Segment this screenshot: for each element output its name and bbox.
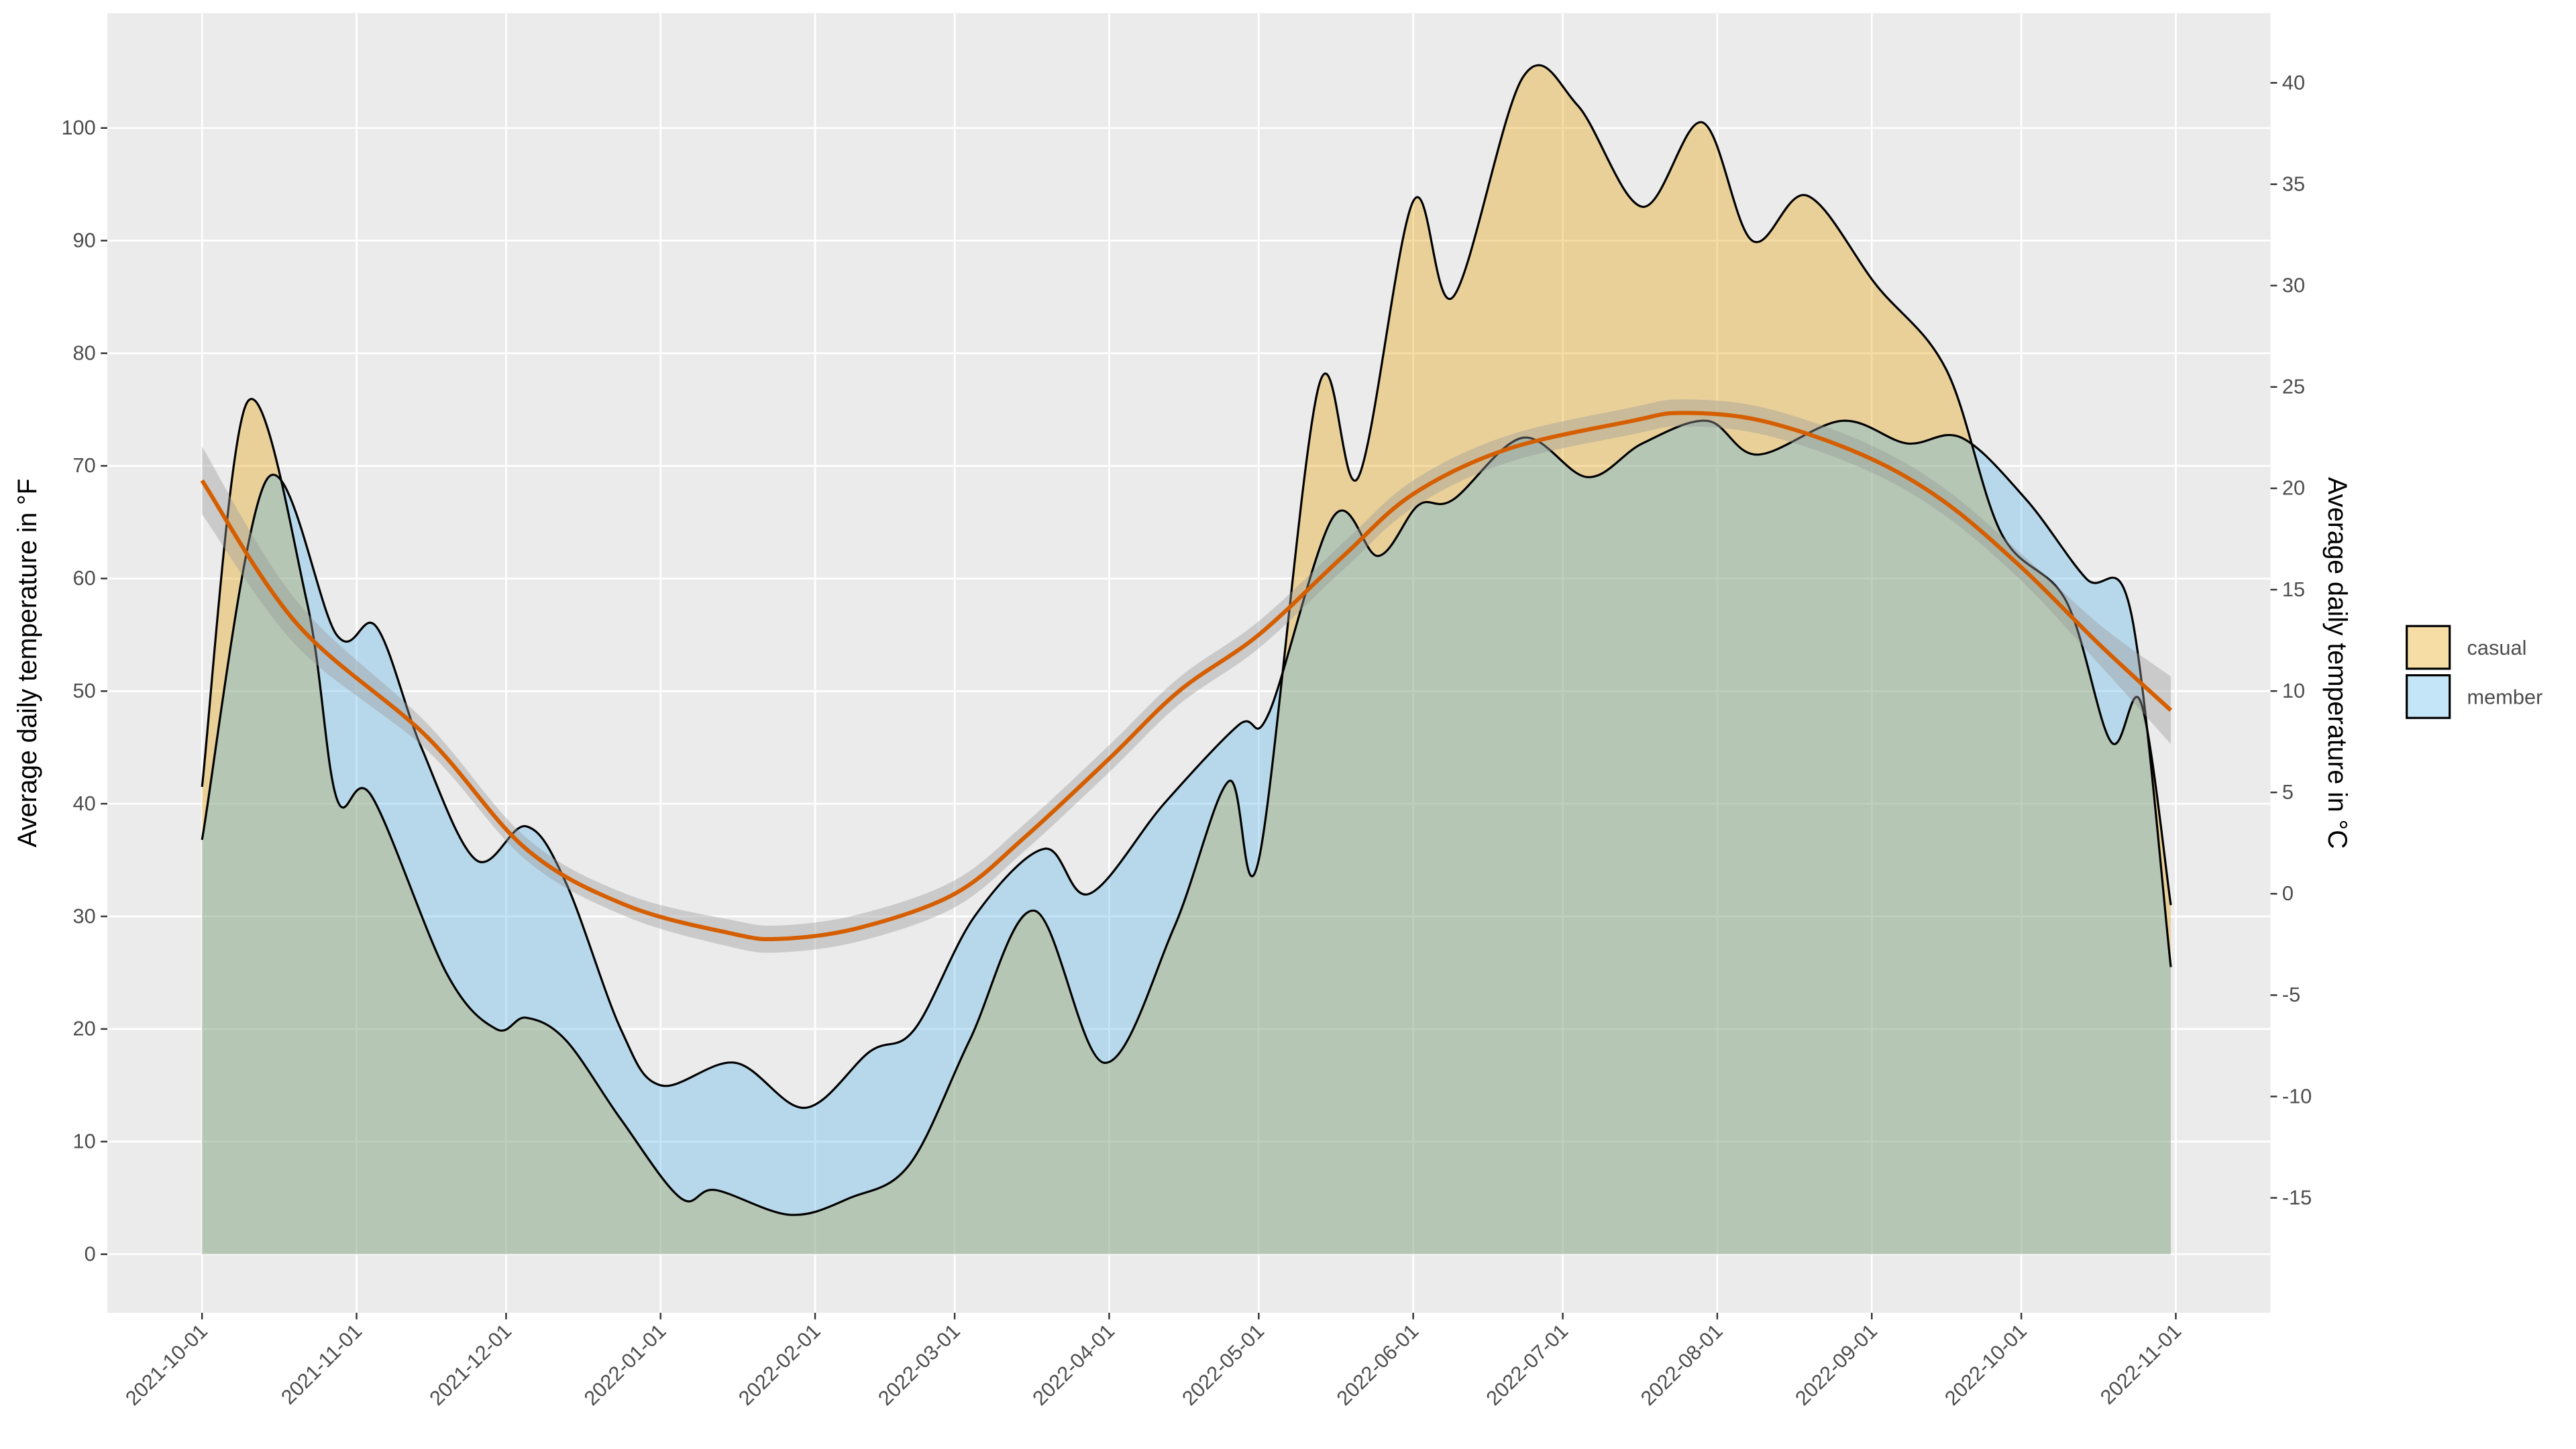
x-tick-label: 2022-02-01 bbox=[735, 1320, 825, 1410]
area-outline bbox=[201, 64, 2172, 1216]
x-tick-label: 2022-05-01 bbox=[1178, 1320, 1269, 1410]
x-tick-label: 2021-11-01 bbox=[277, 1320, 367, 1409]
legend-label: member bbox=[2467, 686, 2543, 709]
confidence-band bbox=[202, 399, 2171, 953]
legend-label: casual bbox=[2467, 637, 2527, 659]
x-tick-label: 2022-08-01 bbox=[1636, 1320, 1727, 1410]
x-tick-label: 2022-06-01 bbox=[1332, 1320, 1423, 1410]
x-tick-label: 2022-10-01 bbox=[1941, 1320, 2031, 1410]
x-tick-label: 2022-09-01 bbox=[1791, 1320, 1882, 1410]
x-tick-label: 2022-01-01 bbox=[580, 1320, 670, 1410]
grid bbox=[107, 13, 2271, 1313]
panel bbox=[107, 13, 2271, 1313]
y2-tick-label: 25 bbox=[2282, 376, 2305, 398]
y2-tick-label: 15 bbox=[2282, 578, 2305, 601]
y2-tick-label: -5 bbox=[2282, 983, 2300, 1006]
marks bbox=[200, 64, 2173, 1254]
y2-tick-label: -10 bbox=[2282, 1085, 2312, 1108]
area bbox=[202, 421, 2171, 1254]
y2-tick-label: -15 bbox=[2282, 1186, 2312, 1209]
smooth-line bbox=[200, 411, 2173, 942]
y2-tick-label: 5 bbox=[2282, 781, 2294, 804]
legend-key bbox=[2406, 625, 2451, 670]
legend-bg bbox=[2406, 674, 2451, 719]
y-tick-label: 30 bbox=[73, 905, 96, 928]
y2-tick-label: 30 bbox=[2282, 274, 2305, 297]
y-tick-label: 40 bbox=[73, 792, 96, 815]
y-tick-label: 20 bbox=[73, 1018, 96, 1040]
x-tick-label: 2021-12-01 bbox=[425, 1320, 516, 1410]
y-tick-label: 90 bbox=[73, 229, 96, 252]
y-tick-label: 100 bbox=[61, 117, 95, 140]
area-outline bbox=[201, 419, 2172, 1110]
y-tick-label: 80 bbox=[73, 341, 96, 364]
y2-tick-label: 40 bbox=[2282, 71, 2305, 94]
y-tick-label: 50 bbox=[73, 680, 96, 702]
x-tick-label: 2021-10-01 bbox=[121, 1320, 212, 1410]
y2-axis-title: Average daily temperature in °C bbox=[2322, 477, 2352, 849]
area bbox=[202, 65, 2171, 1254]
x-tick-label: 2022-11-01 bbox=[2096, 1320, 2186, 1409]
y-axis-title: Average daily temperature in °F bbox=[13, 478, 42, 847]
y-tick-label: 60 bbox=[73, 567, 96, 590]
y-tick-label: 70 bbox=[73, 454, 96, 477]
y-tick-label: 10 bbox=[73, 1130, 96, 1153]
x-tick-label: 2022-03-01 bbox=[874, 1320, 965, 1410]
legend-bg bbox=[2406, 625, 2451, 670]
y-tick-label: 0 bbox=[85, 1243, 96, 1266]
y2-tick-label: 20 bbox=[2282, 477, 2305, 500]
x-tick-label: 2022-04-01 bbox=[1028, 1320, 1119, 1410]
y2-tick-label: 0 bbox=[2282, 882, 2294, 905]
legend-key bbox=[2406, 674, 2451, 719]
y2-tick-label: 10 bbox=[2282, 680, 2305, 702]
y2-tick-label: 35 bbox=[2282, 172, 2305, 195]
legend: casual member bbox=[2406, 625, 2543, 719]
x-tick-label: 2022-07-01 bbox=[1482, 1320, 1572, 1410]
